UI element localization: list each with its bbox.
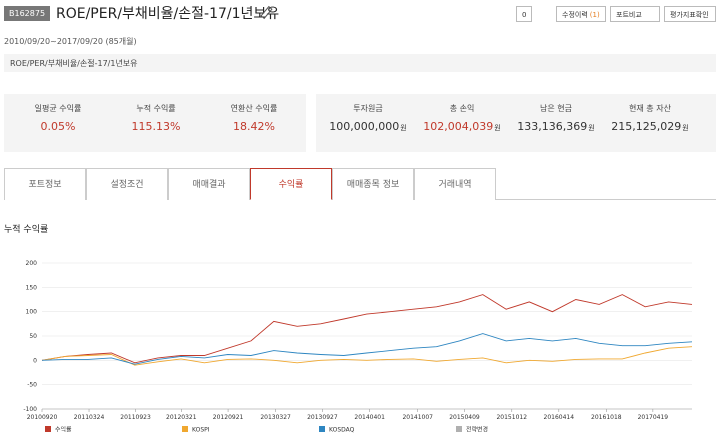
history-label: 수정이력 xyxy=(562,11,588,19)
x-tick-label: 20161018 xyxy=(591,414,622,421)
x-tick-label: 20100920 xyxy=(27,414,58,421)
x-tick-label: 20151012 xyxy=(496,414,527,421)
legend-label: KOSDAQ xyxy=(329,427,355,434)
asset-label: 남은 현금 xyxy=(540,104,572,113)
title: ROE/PER/부채비율/손절-17/1년보유 xyxy=(56,6,280,22)
portfolio-name: ROE/PER/부채비율/손절-17/1년보유 xyxy=(10,59,138,68)
stat-value: 18.42% xyxy=(233,120,275,133)
y-tick-label: 0 xyxy=(33,357,37,364)
x-tick-label: 20110923 xyxy=(120,414,151,421)
tab[interactable]: 포트정보 xyxy=(4,168,86,200)
returns-box xyxy=(4,94,306,152)
asset-unit: 원 xyxy=(494,124,501,132)
asset-value: 100,000,000원 xyxy=(318,120,418,133)
chart: -100 -50 0 50 100 150 200 20100920 20110324 20110… xyxy=(23,260,693,434)
asset-amount: 102,004,039 xyxy=(423,120,494,133)
compare-button[interactable]: 포트비교 xyxy=(610,6,660,22)
asset-unit: 원 xyxy=(588,124,595,132)
legend-swatch xyxy=(45,426,51,432)
series-line xyxy=(41,333,693,365)
y-tick-label: 200 xyxy=(26,260,38,267)
asset-value: 133,136,369원 xyxy=(506,120,606,133)
tab[interactable]: 설정조건 xyxy=(86,168,168,200)
assets-box xyxy=(316,94,716,152)
x-tick-label: 20120921 xyxy=(213,414,244,421)
asset-label: 현재 총 자산 xyxy=(629,104,671,113)
asset-label: 투자원금 xyxy=(353,104,383,113)
asset-unit: 원 xyxy=(682,124,689,132)
legend-label: 전략변경 xyxy=(466,426,488,434)
asset-unit: 원 xyxy=(400,124,407,132)
x-tick-label: 20170419 xyxy=(638,414,669,421)
name-bar xyxy=(4,54,716,72)
history-count: (1) xyxy=(589,11,600,19)
legend-label: 수익률 xyxy=(55,426,72,434)
asset-amount: 133,136,369 xyxy=(517,120,588,133)
legend-swatch xyxy=(182,426,188,432)
tab[interactable]: 거래내역 xyxy=(414,168,496,200)
stat-label: 누적 수익률 xyxy=(136,104,176,113)
x-tick-label: 20160414 xyxy=(544,414,575,421)
x-tick-label: 20150409 xyxy=(449,414,480,421)
x-tick-label: 20110324 xyxy=(74,414,105,421)
asset-value: 215,125,029원 xyxy=(600,120,700,133)
tab[interactable]: 매매종목 정보 xyxy=(332,168,414,200)
like-button[interactable]: 0 xyxy=(516,6,533,22)
stat-value: 115.13% xyxy=(131,120,181,133)
tab[interactable]: 매매결과 xyxy=(168,168,250,200)
x-tick-label: 20120321 xyxy=(166,414,197,421)
badge: B162875 xyxy=(4,6,51,21)
legend-label: KOSPI xyxy=(192,427,210,434)
x-tick-label: 20140401 xyxy=(354,414,385,421)
tab[interactable]: 수익률 xyxy=(250,168,332,200)
legend-swatch xyxy=(319,426,325,432)
stat-label: 일평균 수익률 xyxy=(34,104,82,113)
history-button[interactable]: 수정이력 (1) xyxy=(556,6,606,22)
y-tick-label: 150 xyxy=(26,284,38,291)
y-tick-label: 100 xyxy=(26,309,38,316)
series-line xyxy=(41,294,693,364)
series-line xyxy=(41,346,693,366)
x-tick-label: 20130927 xyxy=(307,414,338,421)
y-tick-label: 50 xyxy=(29,333,37,340)
stat-label: 연환산 수익률 xyxy=(230,104,278,113)
x-tick-label: 20130327 xyxy=(260,414,291,421)
asset-amount: 215,125,029 xyxy=(611,120,682,133)
y-tick-label: -50 xyxy=(27,382,37,389)
asset-amount: 100,000,000 xyxy=(329,120,400,133)
y-tick-label: -100 xyxy=(23,406,37,413)
stat-value: 0.05% xyxy=(40,120,76,133)
asset-label: 총 손익 xyxy=(449,104,475,113)
evaluate-button[interactable]: 평가지표확인 xyxy=(664,6,716,22)
period: 2010/09/20~2017/09/20 (85개월) xyxy=(4,37,137,46)
legend-swatch xyxy=(456,426,462,432)
chart-title: 누적 수익률 xyxy=(4,225,49,235)
x-tick-label: 20141007 xyxy=(402,414,433,421)
asset-value: 102,004,039원 xyxy=(412,120,512,133)
